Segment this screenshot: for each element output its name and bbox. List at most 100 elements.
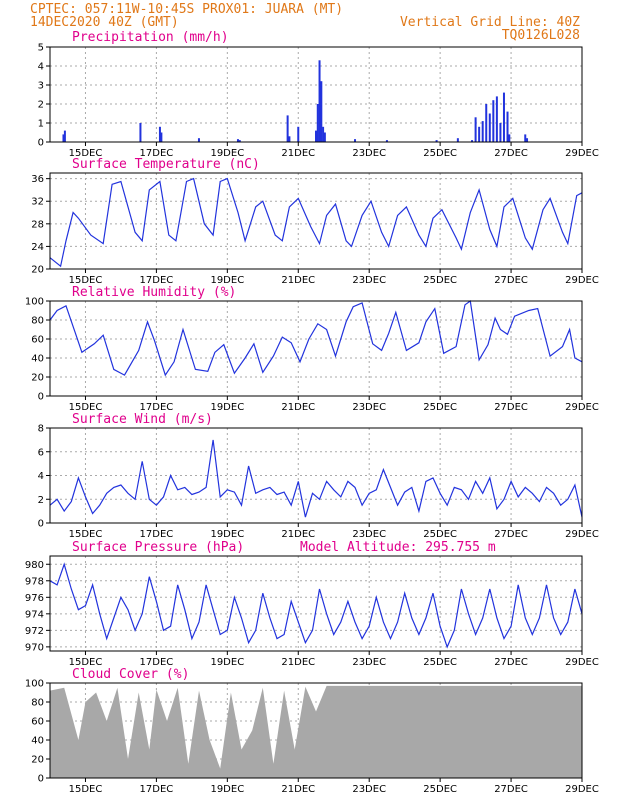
cloud-area — [50, 685, 582, 778]
wind-date-label: 29DEC — [565, 529, 599, 540]
wind-date-label: 15DEC — [69, 529, 103, 540]
precip-bar — [139, 123, 142, 142]
humidity-ytick-label: 80 — [31, 316, 44, 327]
precip-bar — [485, 104, 488, 142]
precip-bar — [63, 130, 66, 142]
humidity-panel: 0 20 40 60 80 100 15DEC 17DEC 19DEC 21DEC 23DEC 25D… — [25, 297, 599, 414]
precip-bar — [478, 126, 481, 142]
panel-title-temperature: Surface Temperature (nC) — [72, 157, 260, 172]
temperature-line — [49, 177, 583, 268]
pressure-date-label: 25DEC — [423, 657, 457, 668]
cloud-ytick-label: 0 — [38, 774, 44, 785]
header-grid-note: Vertical Grid Line: 40Z — [400, 15, 580, 30]
temperature-ytick-label: 28 — [31, 219, 44, 230]
humidity-frame — [49, 300, 583, 397]
wind-panel: 0 2 4 6 8 15DEC 17DEC 19DEC 21DEC 23DEC 25DEC 27DEC… — [38, 424, 599, 541]
cloud-date-label: 23DEC — [352, 784, 386, 795]
precipitation-date-label: 15DEC — [69, 148, 103, 159]
temperature-date-label: 15DEC — [69, 275, 103, 286]
wind-date-label: 17DEC — [140, 529, 174, 540]
precip-bar — [499, 123, 502, 142]
cloud-ytick-label: 40 — [31, 736, 44, 747]
humidity-ytick-label: 40 — [31, 354, 44, 365]
precip-bar — [508, 134, 511, 142]
temperature-date-label: 29DEC — [565, 275, 599, 286]
precipitation-panel: 0 1 2 3 4 5 15DEC 17DEC 19DEC 21DEC 23DEC 25DEC 27DE… — [38, 43, 599, 160]
cloud-date-label: 15DEC — [69, 784, 103, 795]
pressure-ytick-label: 976 — [25, 593, 44, 604]
precipitation-date-label: 27DEC — [494, 148, 528, 159]
precipitation-ytick-label: 5 — [38, 43, 44, 54]
humidity-date-label: 17DEC — [140, 402, 174, 413]
temperature-ytick-label: 36 — [31, 174, 44, 185]
panel-title-wind: Surface Wind (m/s) — [72, 412, 213, 427]
wind-ytick-label: 0 — [38, 519, 44, 530]
pressure-line — [49, 562, 583, 649]
humidity-ytick-label: 100 — [25, 297, 44, 308]
wind-ytick-label: 8 — [38, 424, 44, 435]
pressure-ytick-label: 970 — [25, 642, 44, 653]
precip-bar — [435, 140, 438, 142]
humidity-date-label: 27DEC — [494, 402, 528, 413]
pressure-date-label: 17DEC — [140, 657, 174, 668]
model-altitude-label: Model Altitude: 295.755 m — [300, 540, 496, 555]
precip-bar — [62, 134, 65, 142]
temperature-date-label: 19DEC — [210, 275, 244, 286]
precip-bar — [385, 140, 388, 142]
humidity-date-label: 25DEC — [423, 402, 457, 413]
temperature-ytick-label: 32 — [31, 197, 44, 208]
pressure-date-label: 19DEC — [210, 657, 244, 668]
pressure-date-label: 29DEC — [565, 657, 599, 668]
pressure-date-label: 21DEC — [281, 657, 315, 668]
header-run-date: 14DEC2020 40Z (GMT) — [30, 15, 179, 30]
precip-bar — [492, 100, 495, 142]
temperature-date-label: 17DEC — [140, 275, 174, 286]
cloud-date-label: 19DEC — [210, 784, 244, 795]
wind-line — [49, 439, 583, 518]
pressure-date-label: 23DEC — [352, 657, 386, 668]
humidity-line — [49, 299, 583, 377]
cloud-ytick-label: 100 — [25, 679, 44, 690]
cloud-ytick-label: 20 — [31, 755, 44, 766]
humidity-date-label: 21DEC — [281, 402, 315, 413]
precip-bar — [506, 111, 509, 142]
humidity-ytick-label: 0 — [38, 392, 44, 403]
precip-bar — [474, 117, 477, 142]
precip-bar — [158, 126, 161, 142]
precip-bar — [238, 140, 241, 142]
temperature-date-label: 27DEC — [494, 275, 528, 286]
temperature-ytick-label: 24 — [31, 242, 44, 253]
precip-bar — [502, 92, 505, 142]
wind-date-label: 19DEC — [210, 529, 244, 540]
temperature-panel: 20 24 28 32 36 15DEC 17DEC 19DEC 21DEC 23DEC 25DEC… — [31, 172, 599, 286]
pressure-ytick-label: 972 — [25, 626, 44, 637]
precipitation-date-label: 29DEC — [565, 148, 599, 159]
precipitation-ytick-label: 1 — [38, 119, 44, 130]
precipitation-date-label: 19DEC — [210, 148, 244, 159]
precipitation-date-label: 17DEC — [140, 148, 174, 159]
humidity-date-label: 15DEC — [69, 402, 103, 413]
precip-bar — [456, 138, 459, 142]
pressure-date-label: 15DEC — [69, 657, 103, 668]
precip-bar — [315, 130, 317, 142]
plot-layer: 0 1 2 3 4 5 15DEC 17DEC 19DEC 21DEC 23DEC 25DEC 27DE… — [25, 43, 599, 796]
humidity-date-label: 23DEC — [352, 402, 386, 413]
panel-title-precipitation: Precipitation (mm/h) — [72, 30, 229, 45]
humidity-ytick-label: 60 — [31, 335, 44, 346]
pressure-frame — [49, 555, 583, 652]
humidity-ytick-label: 20 — [31, 373, 44, 384]
precip-bar — [354, 139, 357, 142]
precipitation-ytick-label: 2 — [38, 100, 44, 111]
precip-bar — [318, 60, 321, 142]
precipitation-ytick-label: 4 — [38, 62, 44, 73]
panel-title-pressure: Surface Pressure (hPa) — [72, 540, 244, 555]
precip-bar — [526, 138, 529, 142]
cloud-date-label: 21DEC — [281, 784, 315, 795]
precipitation-date-label: 23DEC — [352, 148, 386, 159]
wind-date-label: 23DEC — [352, 529, 386, 540]
wind-date-label: 27DEC — [494, 529, 528, 540]
precip-bar — [323, 132, 326, 142]
header-location: CPTEC: 057:11W-10:45S PROX01: JUARA (MT) — [30, 2, 343, 17]
wind-date-label: 25DEC — [423, 529, 457, 540]
cloud-date-label: 27DEC — [494, 784, 528, 795]
